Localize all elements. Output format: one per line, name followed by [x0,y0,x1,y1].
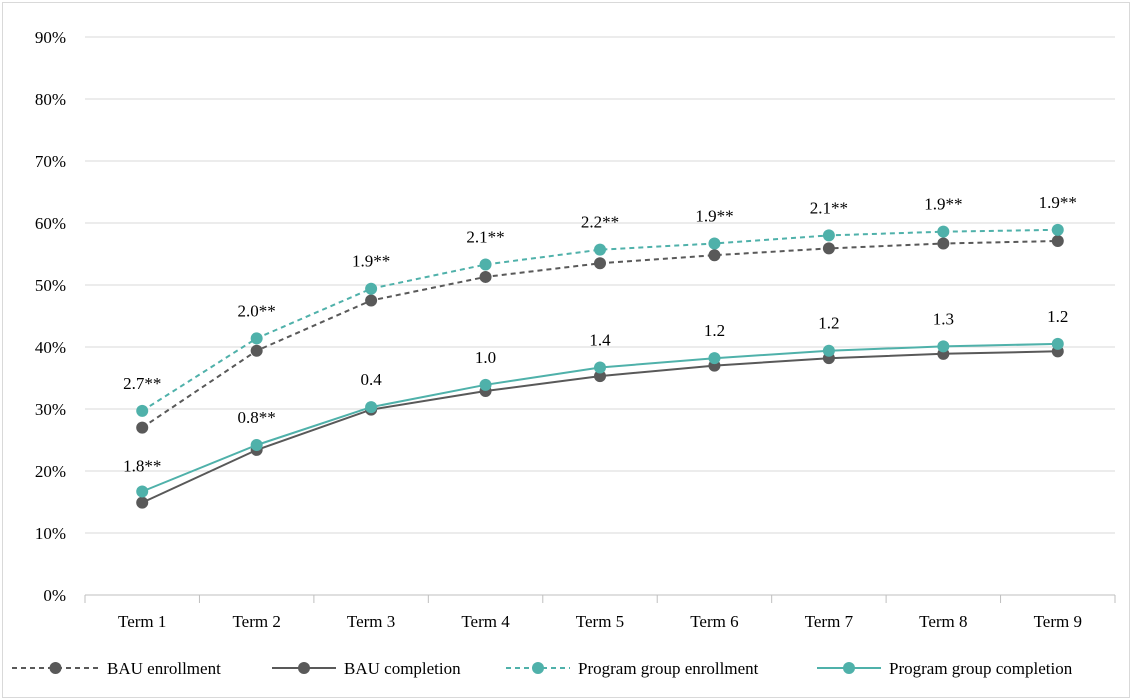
data-point [937,340,950,353]
data-point [479,270,492,283]
completion-difference-label: 1.3 [933,309,954,328]
gridlines [85,36,1115,534]
completion-difference-label: 0.4 [360,370,382,389]
enrollment-difference-label: 1.9** [695,206,733,225]
data-point [136,485,149,498]
enrollment-difference-label: 1.9** [1039,193,1077,212]
legend-label: BAU enrollment [107,659,221,678]
enrollment-difference-label: 2.1** [466,228,504,247]
completion-difference-label: 1.0 [475,348,496,367]
data-point [708,352,721,365]
legend-item: Program group enrollment [506,659,759,678]
data-point [479,258,492,271]
data-point [708,237,721,250]
y-tick-label: 70% [35,152,66,171]
completion-difference-label: 1.8** [123,456,161,475]
x-tick-label: Term 7 [805,612,854,631]
enrollment-difference-label: 1.9** [352,252,390,271]
enrollment-difference-label: 1.9** [924,195,962,214]
data-point [136,404,149,417]
data-point [250,344,263,357]
legend-swatch-marker [49,662,62,674]
x-tick-label: Term 6 [690,612,738,631]
x-tick-label: Term 3 [347,612,395,631]
legend-swatch-marker [298,662,310,674]
data-point [937,225,950,238]
legend-item: BAU enrollment [12,659,221,678]
enrollment-difference-label: 2.1** [810,198,848,217]
completion-difference-label: 1.2 [818,314,839,333]
y-tick-label: 80% [35,90,66,109]
x-tick-label: Term 1 [118,612,166,631]
data-point [594,257,606,270]
data-point [1051,234,1064,247]
data-point [1051,337,1064,350]
completion-difference-label: 1.2 [1047,307,1068,326]
data-point [250,332,263,345]
series-bau-enrollment [136,234,1064,434]
series-lines [136,223,1064,509]
legend-label: BAU completion [344,659,461,678]
y-tick-label: 0% [43,586,66,605]
data-point [937,237,950,250]
data-point [479,378,492,391]
data-point [594,243,606,256]
enrollment-difference-label: 2.0** [238,301,276,320]
data-point [136,421,149,434]
data-point [365,294,378,307]
series-line [141,228,1058,412]
enrollment-difference-label: 2.2** [581,213,619,232]
y-tick-label: 20% [35,462,66,481]
completion-difference-label: 0.8** [238,408,276,427]
data-point [594,370,606,383]
y-tick-label: 10% [35,524,66,543]
data-point [708,249,721,262]
data-point [250,438,263,451]
data-point [1051,223,1064,236]
x-tick-label: Term 2 [232,612,280,631]
series-program-group-enrollment [136,223,1064,417]
y-tick-label: 60% [35,214,66,233]
x-tick-label: Term 4 [461,612,510,631]
legend-item: Program group completion [817,659,1073,678]
y-tick-label: 40% [35,338,66,357]
data-point [822,344,835,357]
data-point [136,496,149,509]
completion-difference-label: 1.2 [704,321,725,340]
data-point [822,229,835,242]
x-tick-label: Term 5 [576,612,624,631]
y-tick-label: 50% [35,276,66,295]
data-labels: 2.7** 2.0** 1.9** 2.1** 2.2** 1.9** 2.1** 1.9**… [123,193,1077,476]
x-tick-label: Term 8 [919,612,967,631]
legend-item: BAU completion [272,659,461,678]
completion-difference-label: 1.4 [589,330,611,349]
y-tick-label: 30% [35,400,66,419]
legend: BAU enrollment BAU completion Program grou… [12,659,1073,678]
data-point [822,242,835,255]
x-tick-label: Term 9 [1034,612,1082,631]
legend-swatch-marker [532,662,544,674]
legend-swatch-marker [843,662,855,674]
data-point [594,361,606,374]
data-point [365,282,378,295]
enrollment-difference-label: 2.7** [123,374,161,393]
data-point [365,401,378,414]
legend-label: Program group completion [889,659,1073,678]
series-program-group-completion [136,337,1064,498]
axes: 0% 10% 20% 30% 40% 50% 60% 70% 80% 90% Term 1 Term … [35,28,1116,631]
legend-label: Program group enrollment [578,659,759,678]
y-tick-label: 90% [35,28,66,47]
